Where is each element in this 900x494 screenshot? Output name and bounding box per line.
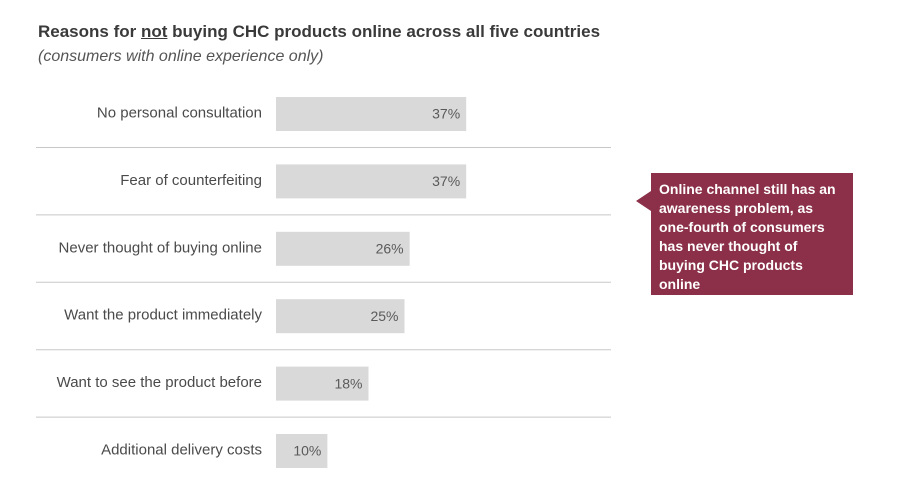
bar bbox=[276, 299, 405, 334]
category-label: Fear of counterfeiting bbox=[120, 172, 262, 189]
bar bbox=[276, 97, 467, 131]
bar bbox=[276, 366, 369, 401]
value-label: 37% bbox=[432, 106, 460, 122]
value-label: 37% bbox=[432, 173, 460, 189]
category-label: Additional delivery costs bbox=[101, 441, 262, 458]
category-label: Want the product immediately bbox=[64, 307, 262, 324]
bar bbox=[276, 164, 467, 199]
title-suffix: buying CHC products online across all fi… bbox=[167, 22, 601, 41]
callout-pointer bbox=[636, 191, 651, 211]
category-label: Never thought of buying online bbox=[59, 239, 262, 256]
value-label: 26% bbox=[376, 241, 404, 257]
category-label: No personal consultation bbox=[97, 104, 262, 121]
value-label: 25% bbox=[370, 308, 398, 324]
title-emphasis: not bbox=[140, 22, 168, 41]
value-label: 10% bbox=[293, 443, 321, 459]
category-label: Want to see the product before bbox=[57, 374, 262, 391]
bar bbox=[276, 434, 328, 468]
chart-subtitle: (consumers with online experience only) bbox=[38, 48, 324, 65]
chart-title: Reasons for not buying CHC products onli… bbox=[38, 22, 600, 42]
bar bbox=[276, 231, 410, 266]
value-label: 18% bbox=[334, 375, 362, 391]
title-prefix: Reasons for bbox=[38, 22, 141, 41]
callout-box: Online channel still has an awareness pr… bbox=[651, 173, 853, 295]
